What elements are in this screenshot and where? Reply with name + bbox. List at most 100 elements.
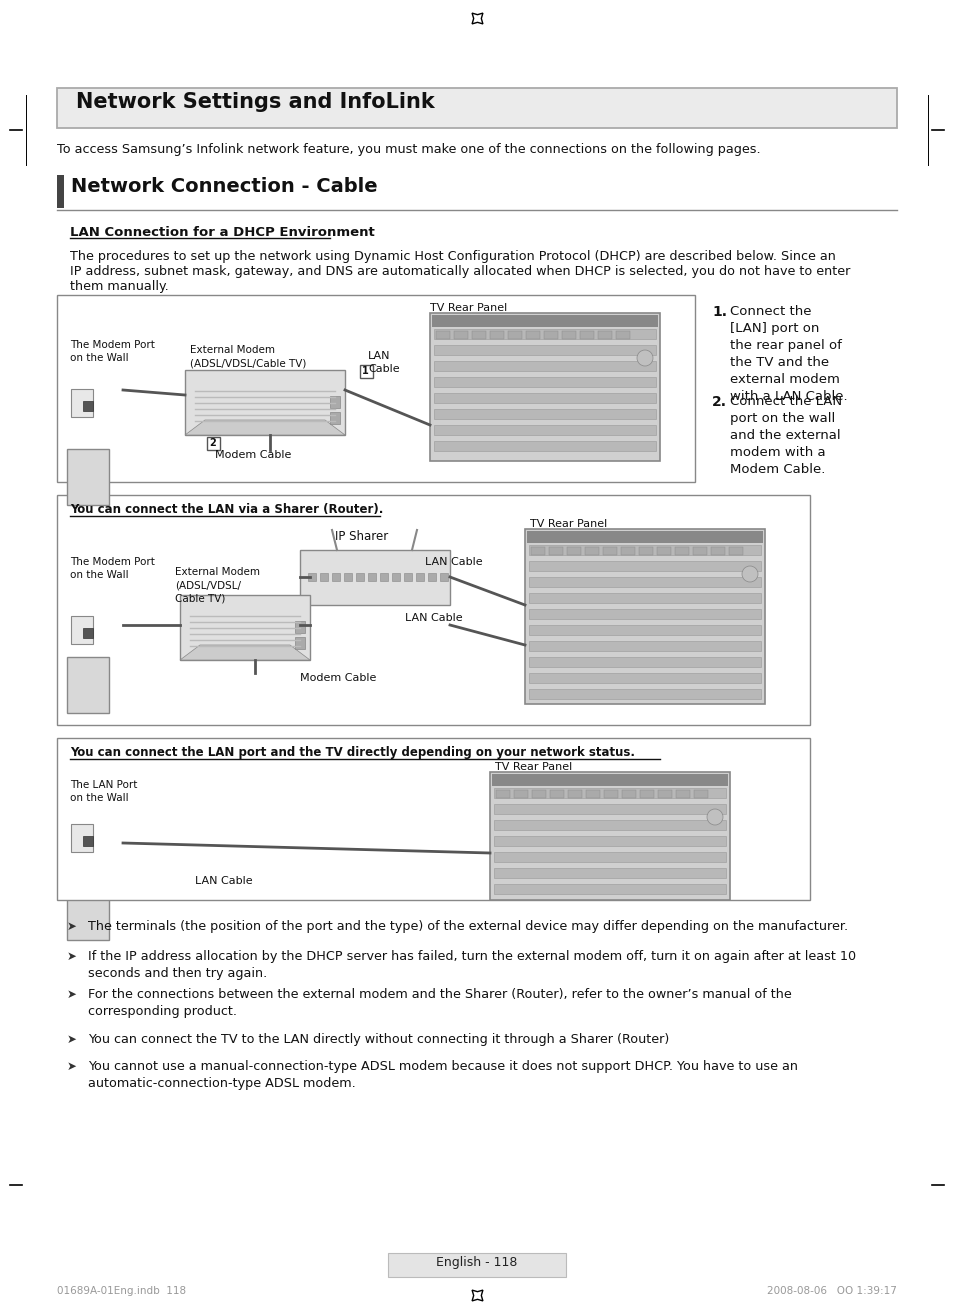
Text: The terminals (the position of the port and the type) of the external device may: The terminals (the position of the port … (88, 920, 847, 934)
Bar (83, 629, 92, 638)
Bar (71, 825, 92, 852)
Bar (567, 790, 581, 798)
Text: LAN Cable: LAN Cable (194, 876, 253, 886)
Text: 01689A-01Eng.indb  118: 01689A-01Eng.indb 118 (57, 1286, 186, 1297)
Bar (728, 547, 742, 555)
Bar (330, 396, 339, 408)
Bar (359, 366, 373, 377)
Bar (529, 609, 760, 619)
Bar (436, 331, 450, 339)
Bar (319, 573, 328, 581)
Text: them manually.: them manually. (70, 280, 169, 293)
Bar (692, 547, 706, 555)
Bar (439, 573, 448, 581)
Text: LAN Cable: LAN Cable (424, 558, 482, 567)
Bar (494, 852, 725, 863)
Text: Network Settings and InfoLink: Network Settings and InfoLink (76, 92, 435, 112)
Circle shape (706, 809, 722, 825)
Text: ➤: ➤ (67, 988, 77, 1001)
Bar (434, 409, 656, 419)
Text: Modem Cable: Modem Cable (299, 673, 376, 682)
Bar (620, 547, 635, 555)
Bar (621, 790, 636, 798)
Text: The Modem Port
on the Wall: The Modem Port on the Wall (70, 341, 154, 363)
Text: The Modem Port
on the Wall: The Modem Port on the Wall (70, 558, 154, 580)
Bar (579, 331, 594, 339)
Bar (180, 594, 310, 660)
Bar (392, 573, 399, 581)
Bar (616, 331, 629, 339)
Bar (71, 615, 92, 644)
Bar (388, 1253, 565, 1277)
Bar (657, 547, 670, 555)
Bar (403, 573, 412, 581)
Text: You can connect the LAN via a Sharer (Router).: You can connect the LAN via a Sharer (Ro… (70, 504, 383, 515)
Bar (603, 790, 618, 798)
Bar (675, 547, 688, 555)
Circle shape (637, 350, 652, 366)
Bar (529, 673, 760, 682)
Bar (693, 790, 707, 798)
Bar (550, 790, 563, 798)
Bar (532, 790, 545, 798)
Text: For the connections between the external modem and the Sharer (Router), refer to: For the connections between the external… (88, 988, 791, 1018)
Bar (308, 573, 315, 581)
Bar (585, 790, 599, 798)
Bar (529, 625, 760, 635)
Bar (368, 573, 375, 581)
Bar (529, 593, 760, 604)
Bar (83, 836, 92, 846)
Bar (494, 884, 725, 894)
Bar (492, 775, 727, 786)
Text: TV Rear Panel: TV Rear Panel (495, 761, 572, 772)
Bar (494, 868, 725, 878)
Bar (710, 547, 724, 555)
Bar (207, 437, 220, 450)
Text: English - 118: English - 118 (436, 1256, 517, 1269)
Bar (454, 331, 468, 339)
Text: TV Rear Panel: TV Rear Panel (430, 302, 507, 313)
Bar (531, 547, 544, 555)
Bar (561, 331, 576, 339)
Text: To access Samsung’s Infolink network feature, you must make one of the connectio: To access Samsung’s Infolink network fea… (57, 143, 760, 156)
Polygon shape (67, 658, 109, 713)
Bar (494, 803, 725, 814)
Bar (344, 573, 352, 581)
Bar (430, 313, 659, 462)
Bar (434, 441, 656, 451)
Polygon shape (67, 884, 109, 940)
Bar (57, 738, 809, 899)
Bar (524, 529, 764, 704)
Polygon shape (67, 448, 109, 505)
Bar (494, 836, 725, 846)
Text: You cannot use a manual-connection-type ADSL modem because it does not support D: You cannot use a manual-connection-type … (88, 1060, 797, 1090)
Text: TV Rear Panel: TV Rear Panel (530, 519, 607, 529)
Text: LAN
Cable: LAN Cable (368, 351, 399, 375)
Text: You can connect the TV to the LAN directly without connecting it through a Share: You can connect the TV to the LAN direct… (88, 1034, 669, 1045)
Text: 2.: 2. (711, 394, 726, 409)
Bar (83, 401, 92, 412)
Bar (514, 790, 527, 798)
Bar (379, 573, 388, 581)
Bar (602, 547, 617, 555)
Polygon shape (185, 419, 345, 435)
Bar (299, 550, 450, 605)
Bar (57, 295, 695, 483)
Text: ➤: ➤ (67, 1060, 77, 1073)
Text: LAN Cable: LAN Cable (405, 613, 462, 623)
Bar (494, 821, 725, 830)
Bar (584, 547, 598, 555)
Text: You can connect the LAN port and the TV directly depending on your network statu: You can connect the LAN port and the TV … (70, 746, 635, 759)
Bar (57, 494, 809, 725)
Bar (472, 331, 485, 339)
Bar (494, 788, 725, 798)
Bar (529, 658, 760, 667)
Text: 2008-08-06   ΟΟ 1:39:17: 2008-08-06 ΟΟ 1:39:17 (766, 1286, 896, 1297)
Text: External Modem
(ADSL/VDSL/Cable TV): External Modem (ADSL/VDSL/Cable TV) (190, 345, 306, 368)
Bar (543, 331, 558, 339)
Bar (639, 547, 652, 555)
Bar (294, 621, 305, 633)
Bar (434, 425, 656, 435)
Text: Modem Cable: Modem Cable (214, 450, 291, 460)
Text: ➤: ➤ (67, 949, 77, 963)
